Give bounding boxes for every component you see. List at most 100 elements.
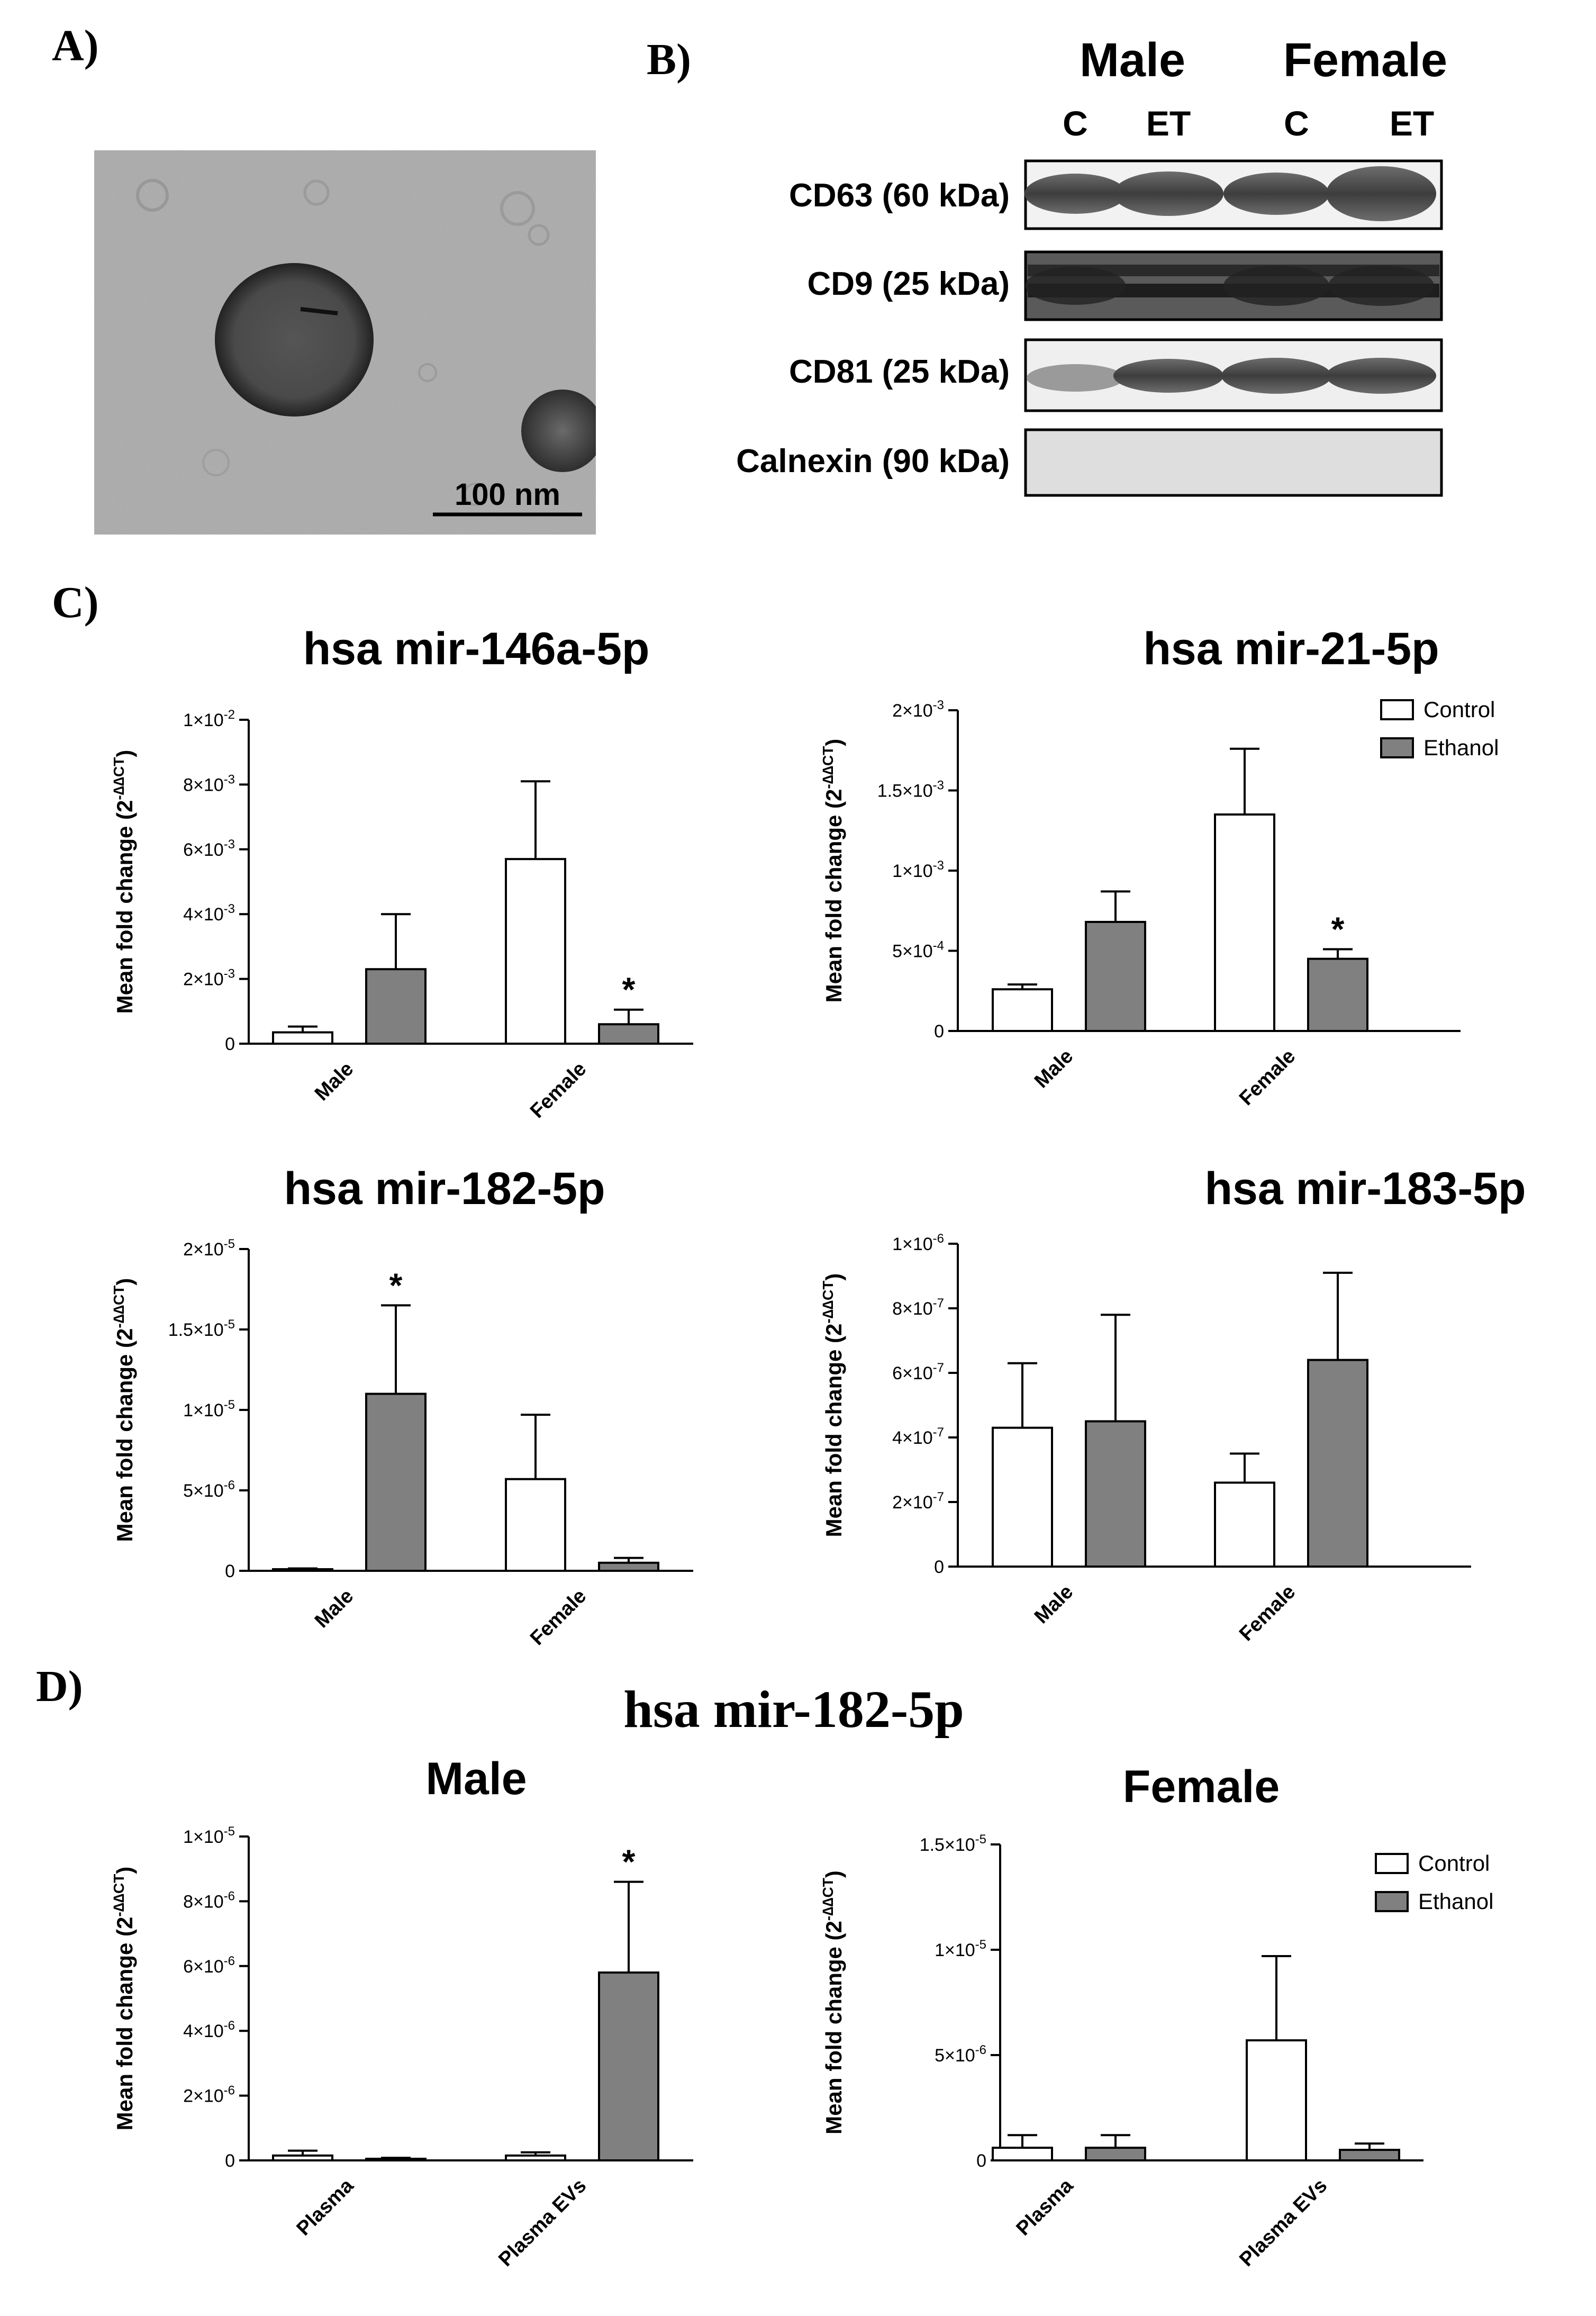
blot-row-cd9: CD9 (25 kDa) [808, 266, 1010, 302]
bar-control [1214, 813, 1275, 1032]
bar-ethanol [1307, 957, 1368, 1033]
x-tick-label: Male [1030, 1581, 1077, 1628]
bar-control [992, 2147, 1053, 2161]
y-tick-label: 1×10-2 [183, 708, 235, 730]
scale-bar-label: 100 nm [455, 477, 560, 512]
x-tick-label: Female [526, 1058, 591, 1123]
y-tick-label: 1×10-5 [935, 1938, 986, 1960]
chart-title: Male [425, 1753, 527, 1804]
significance-marker: * [389, 1266, 403, 1304]
y-tick-label: 1×10-5 [183, 1824, 235, 1847]
significance-marker: * [622, 971, 636, 1009]
blot-strip-cd9 [1024, 250, 1443, 321]
chart-d-male: Male Mean fold change (2-∆∆CT) 0 2×10-6 4×10… [111, 1753, 693, 2271]
chart-title: hsa mir-21-5p [1143, 623, 1439, 674]
y-tick-label: 5×10-6 [935, 2043, 986, 2066]
panel-label-d: D) [36, 1662, 83, 1711]
blot-row-calnexin: Calnexin (90 kDa) [736, 443, 1010, 480]
bar-ethanol [598, 1561, 659, 1572]
legend-swatch-ethanol [1375, 1891, 1409, 1912]
x-tick-label: Plasma EVs [494, 2175, 591, 2271]
y-tick-label: 1×10-6 [892, 1232, 944, 1254]
bar-ethanol [1085, 1420, 1146, 1568]
y-tick-label: 6×10-3 [183, 837, 235, 860]
panel-label-a: A) [52, 21, 99, 70]
bar-control [505, 1478, 566, 1572]
blot-row-cd63: CD63 (60 kDa) [789, 177, 1010, 214]
legend-label-ethanol: Ethanol [1423, 735, 1499, 760]
y-tick-label: 0 [976, 2151, 986, 2171]
x-tick-label: Female [1235, 1581, 1300, 1645]
blot-strip-cd63 [1024, 159, 1443, 230]
chart-title: Female [1123, 1761, 1280, 1812]
panel-label-c: C) [52, 578, 99, 627]
y-tick-label: 5×10-4 [892, 939, 944, 962]
bar-control [1214, 1481, 1275, 1568]
legend-label-control: Control [1418, 1851, 1490, 1876]
bar-ethanol [598, 1971, 659, 2161]
legend-swatch-control [1380, 699, 1414, 720]
bar-control [505, 858, 566, 1045]
blot-group-female: Female [1283, 34, 1447, 87]
y-axis-label: Mean fold change (2-∆∆CT) [111, 1278, 137, 1542]
y-tick-label: 0 [225, 2151, 235, 2171]
bar-control [992, 1426, 1053, 1568]
x-tick-label: Plasma [293, 2174, 358, 2240]
y-axis-label: Mean fold change (2-∆∆CT) [111, 750, 137, 1014]
bar-ethanol [1339, 2149, 1400, 2161]
blot-lane-c-male: C [1063, 104, 1088, 143]
y-tick-label: 6×10-7 [892, 1361, 944, 1383]
vesicle-large [215, 263, 374, 417]
bar-ethanol [365, 968, 427, 1045]
y-tick-label: 2×10-3 [183, 967, 235, 990]
y-tick-label: 0 [934, 1021, 944, 1042]
chart-title: hsa mir-182-5p [284, 1163, 605, 1214]
y-tick-label: 8×10-7 [892, 1296, 944, 1319]
y-tick-label: 1.5×10-3 [877, 779, 944, 801]
chart-mir146a: hsa mir-146a-5p Mean fold change (2-∆∆CT)… [111, 623, 693, 1123]
x-tick-label: Female [526, 1585, 591, 1650]
significance-marker: * [1331, 910, 1345, 948]
blot-lane-et-male: ET [1146, 104, 1191, 143]
chart-d-female: Female Mean fold change (2-∆∆CT) 0 5×10-6 1×… [820, 1761, 1493, 2271]
x-tick-label: Male [1030, 1045, 1077, 1092]
bar-ethanol [1307, 1359, 1368, 1568]
bar-control [1246, 2039, 1307, 2162]
bar-ethanol [1085, 920, 1146, 1033]
y-tick-label: 0 [225, 1034, 235, 1054]
blot-group-male: Male [1080, 34, 1185, 87]
y-tick-label: 5×10-6 [183, 1478, 235, 1501]
bar-ethanol [598, 1023, 659, 1045]
y-axis-label: Mean fold change (2-∆∆CT) [820, 1870, 846, 2134]
y-tick-label: 4×10-7 [892, 1425, 944, 1448]
section-d-title: hsa mir-182-5p [623, 1680, 964, 1739]
blot-row-cd81: CD81 (25 kDa) [789, 354, 1010, 390]
y-tick-label: 2×10-5 [183, 1237, 235, 1260]
bar-control [272, 1031, 333, 1045]
bar-ethanol [365, 2157, 427, 2162]
x-tick-label: Plasma [1012, 2174, 1078, 2240]
y-axis-label: Mean fold change (2-∆∆CT) [820, 739, 846, 1003]
blot-lane-et-female: ET [1390, 104, 1434, 143]
chart-title: hsa mir-146a-5p [303, 623, 650, 674]
legend-swatch-control [1375, 1853, 1409, 1874]
blot-strip-cd81 [1024, 338, 1443, 412]
y-tick-label: 0 [225, 1561, 235, 1581]
x-tick-label: Male [311, 1058, 358, 1105]
legend-label-control: Control [1423, 697, 1495, 722]
y-tick-label: 1.5×10-5 [920, 1832, 986, 1855]
chart-mir21: hsa mir-21-5p Mean fold change (2-∆∆CT) 0 5… [820, 623, 1499, 1110]
bar-control [992, 988, 1053, 1032]
chart-mir183: hsa mir-183-5p Mean fold change (2-∆∆CT) 0… [820, 1163, 1526, 1645]
blot-lane-c-female: C [1284, 104, 1309, 143]
y-tick-label: 8×10-6 [183, 1889, 235, 1912]
y-tick-label: 1×10-5 [183, 1398, 235, 1421]
significance-marker: * [622, 1843, 636, 1881]
bar-control [505, 2154, 566, 2162]
y-tick-label: 4×10-3 [183, 902, 235, 925]
y-tick-label: 2×10-3 [892, 698, 944, 721]
x-tick-label: Plasma EVs [1235, 2175, 1331, 2271]
y-tick-label: 8×10-3 [183, 772, 235, 795]
legend-swatch-ethanol [1380, 737, 1414, 758]
y-tick-label: 1×10-3 [892, 858, 944, 881]
